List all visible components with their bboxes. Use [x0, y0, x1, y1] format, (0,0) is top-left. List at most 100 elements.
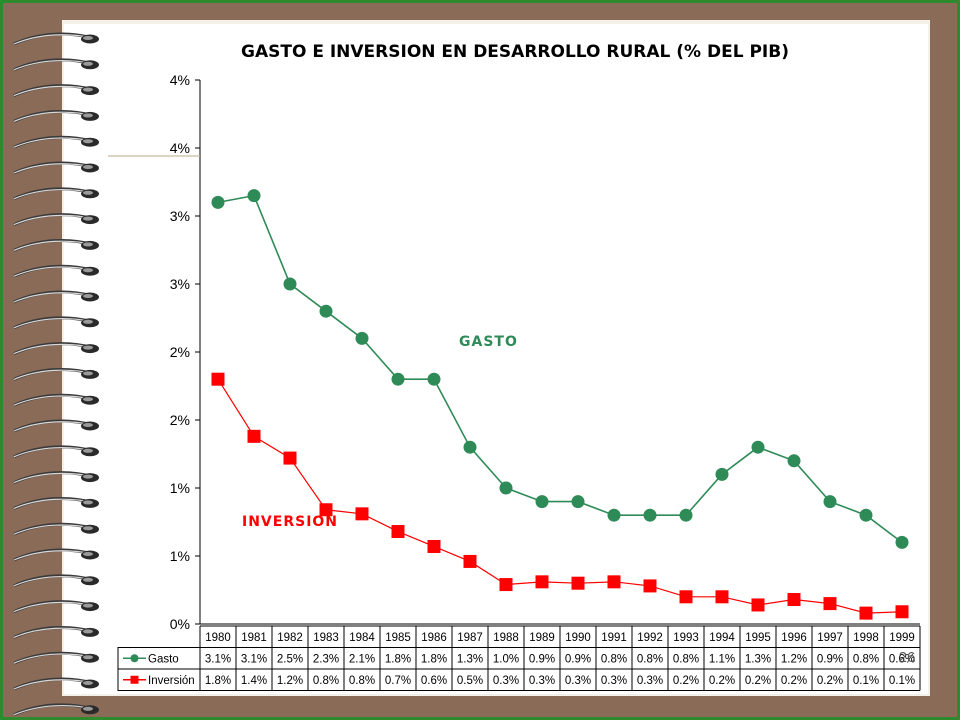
table-cell: 3.1%: [241, 653, 267, 665]
table-header-year: 1999: [889, 632, 915, 644]
inversion-point: [679, 590, 693, 604]
table-cell: 2.3%: [313, 653, 339, 665]
inversion-point: [463, 554, 477, 568]
table-header-year: 1990: [565, 632, 591, 644]
table-header-year: 1989: [529, 632, 555, 644]
gasto-point: [607, 508, 621, 522]
table-header-year: 1998: [853, 632, 879, 644]
inversion-point: [247, 429, 261, 443]
table-cell: 0.3%: [637, 675, 663, 687]
gasto-point: [823, 495, 837, 509]
spiral-ring: [13, 161, 99, 175]
gasto-point: [463, 440, 477, 454]
table-cell: 0.3%: [529, 675, 555, 687]
gasto-point: [499, 481, 513, 495]
spiral-ring: [13, 445, 99, 459]
series-lines: [217, 194, 903, 614]
table-cell: 0.1%: [853, 675, 879, 687]
table-cell: 0.3%: [601, 675, 627, 687]
table-cell: 0.8%: [313, 675, 339, 687]
gasto-point: [427, 372, 441, 386]
table-cell: 0.5%: [457, 675, 483, 687]
table-cell: 0.2%: [673, 675, 699, 687]
inversion-point: [571, 576, 585, 590]
gasto-point: [283, 277, 297, 291]
spiral-ring: [13, 703, 99, 717]
spiral-ring: [13, 213, 99, 226]
y-tick-label: 3%: [170, 208, 190, 224]
gasto-point: [859, 508, 873, 522]
inversion-point: [751, 598, 765, 612]
spiral-ring: [13, 496, 99, 510]
table-cell: 3.1%: [205, 653, 231, 665]
spiral-ring: [13, 367, 99, 381]
table-cell: 0.9%: [529, 653, 555, 665]
spiral-ring: [13, 522, 99, 536]
table-header-year: 1997: [817, 632, 843, 644]
table-cell: 0.8%: [349, 675, 375, 687]
gasto-annotation: GASTO: [459, 334, 518, 350]
inversion-point: [283, 451, 297, 465]
table-cell: 0.6%: [421, 675, 447, 687]
y-tick-label: 1%: [170, 548, 190, 564]
inversion-point: [355, 507, 369, 521]
table-header-year: 1995: [745, 632, 771, 644]
table-header-year: 1986: [421, 632, 447, 644]
spiral-ring: [13, 651, 99, 665]
spiral-ring: [13, 290, 99, 304]
gasto-point: [715, 467, 729, 481]
spiral-ring: [13, 600, 99, 613]
table-cell: 1.4%: [241, 675, 267, 687]
table-header-year: 1980: [205, 632, 231, 644]
legend-label-gasto: Gasto: [148, 653, 179, 665]
table-cell: 0.2%: [709, 675, 735, 687]
table-header-year: 1985: [385, 632, 411, 644]
table-cell: 2.5%: [277, 653, 303, 665]
table-cell: 0.8%: [673, 653, 699, 665]
gasto-point: [643, 508, 657, 522]
table-cell: 1.8%: [385, 653, 411, 665]
table-header-year: 1982: [277, 632, 303, 644]
data-table: 1980 1981 1982 1983 1984 1985 1986 1987 1988 1989…: [117, 625, 921, 691]
legend-key-inversion: [123, 675, 146, 684]
table-header-year: 1984: [349, 632, 375, 644]
table-cell: 2.1%: [349, 653, 375, 665]
chart-axes: 0% 1% 1% 2% 2% 3% 3% 4% 4%: [108, 72, 920, 632]
table-cell: 1.1%: [709, 653, 735, 665]
spiral-ring: [13, 135, 99, 149]
inversion-point: [895, 605, 909, 619]
table-cell: 0.3%: [565, 675, 591, 687]
spiral-ring: [13, 419, 99, 433]
spiral-ring: [13, 677, 99, 691]
table-cell: 0.1%: [889, 675, 915, 687]
inversion-line: [217, 378, 903, 614]
table-cell: 1.0%: [493, 653, 519, 665]
spiral-ring: [13, 625, 99, 639]
spiral-ring: [13, 471, 99, 484]
table-header-year: 1992: [637, 632, 663, 644]
page-number: 26: [899, 649, 916, 666]
legend-label-inversion: Inversión: [148, 675, 195, 687]
gasto-line: [217, 194, 903, 544]
table-cell: 0.3%: [493, 675, 519, 687]
y-tick-label: 2%: [170, 344, 190, 360]
spiral-ring: [13, 316, 99, 330]
table-cell: 1.2%: [781, 653, 807, 665]
inversion-point: [859, 606, 873, 620]
gasto-point: [751, 440, 765, 454]
inversion-point: [643, 579, 657, 593]
spiral-ring: [13, 187, 99, 201]
table-cell: 1.8%: [205, 675, 231, 687]
gasto-point: [319, 304, 333, 318]
spiral-ring: [13, 58, 99, 72]
spiral-ring: [13, 32, 99, 46]
y-tick-label: 4%: [170, 140, 190, 156]
chart-title: GASTO E INVERSION EN DESARROLLO RURAL (%…: [241, 42, 789, 62]
y-tick-label: 1%: [170, 480, 190, 496]
table-cell: 1.2%: [277, 675, 303, 687]
table-cell: 0.8%: [853, 653, 879, 665]
spiral-ring: [13, 264, 99, 278]
table-cell: 0.8%: [637, 653, 663, 665]
inversion-point: [535, 575, 549, 589]
